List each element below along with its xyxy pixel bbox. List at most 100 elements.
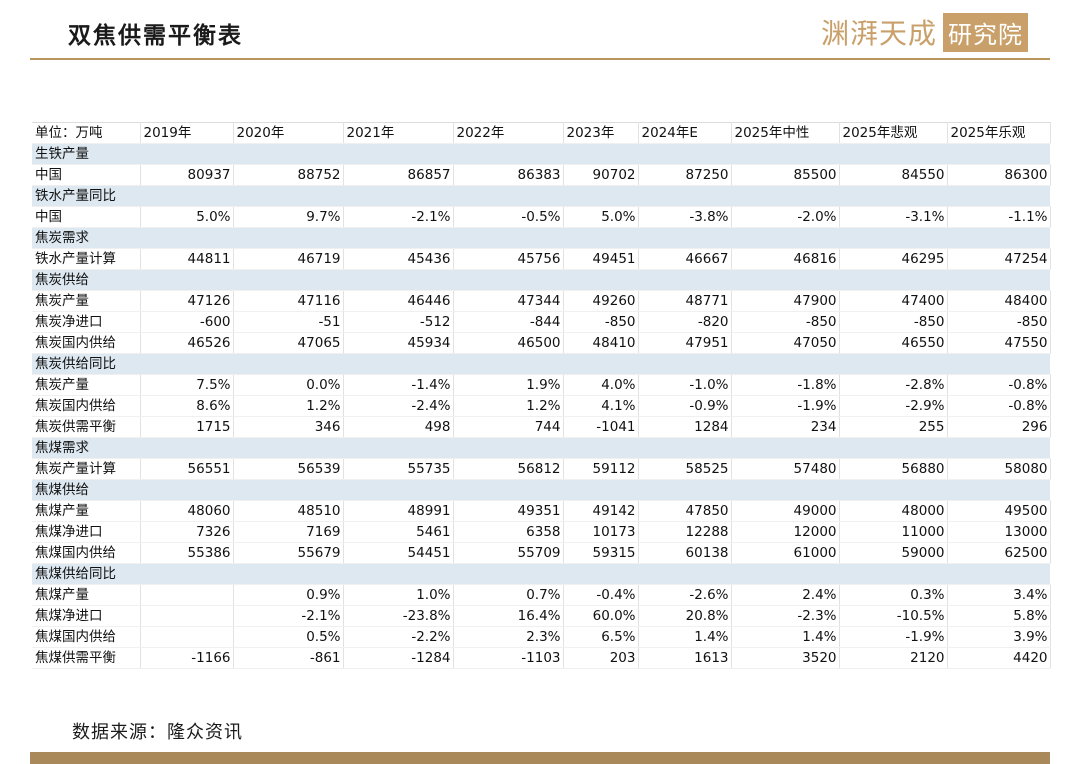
- row-label: 焦煤产量: [32, 500, 141, 522]
- section-title: 生铁产量: [32, 143, 1050, 165]
- table-row: 焦煤产量 48060 48510 48991 49351 49142 47850 49000 4…: [32, 500, 1051, 522]
- value-cell: 744: [453, 416, 564, 438]
- value-cell: 86300: [947, 164, 1051, 186]
- value-cell: 47126: [140, 290, 234, 312]
- row-label: 焦煤国内供给: [32, 626, 141, 648]
- value-cell: 46446: [343, 290, 454, 312]
- value-cell: 48410: [563, 332, 639, 354]
- section-row: 焦炭供给: [32, 269, 1050, 291]
- value-cell: -2.4%: [343, 395, 454, 417]
- value-cell: -1.8%: [731, 374, 840, 396]
- value-cell: 58080: [947, 458, 1051, 480]
- value-cell: 13000: [947, 521, 1051, 543]
- value-cell: -1041: [563, 416, 639, 438]
- value-cell: 49260: [563, 290, 639, 312]
- value-cell: 48000: [839, 500, 948, 522]
- table-row: 焦炭国内供给 8.6% 1.2% -2.4% 1.2% 4.1% -0.9% -1.9% -2.…: [32, 395, 1051, 417]
- value-cell: 5.0%: [140, 206, 234, 228]
- value-cell: 1715: [140, 416, 234, 438]
- value-cell: 3.9%: [947, 626, 1051, 648]
- section-row: 焦炭供给同比: [32, 353, 1050, 375]
- value-cell: 47900: [731, 290, 840, 312]
- value-cell: -51: [233, 311, 344, 333]
- value-cell: 10173: [563, 521, 639, 543]
- value-cell: -0.5%: [453, 206, 564, 228]
- table-row: 中国 5.0% 9.7% -2.1% -0.5% 5.0% -3.8% -2.0% -3.1% -…: [32, 206, 1051, 228]
- header-year-cell: 2021年: [343, 122, 454, 144]
- value-cell: 86857: [343, 164, 454, 186]
- section-title: 焦煤需求: [32, 437, 1050, 459]
- header-year-cell: 2019年: [140, 122, 234, 144]
- value-cell: 60138: [638, 542, 732, 564]
- value-cell: 45756: [453, 248, 564, 270]
- table-row: 焦炭产量 7.5% 0.0% -1.4% 1.9% 4.0% -1.0% -1.8% -2.8%…: [32, 374, 1051, 396]
- value-cell: 48510: [233, 500, 344, 522]
- value-cell: 88752: [233, 164, 344, 186]
- value-cell: -850: [839, 311, 948, 333]
- section-title: 焦煤供给同比: [32, 563, 1050, 585]
- row-label: 焦炭产量: [32, 290, 141, 312]
- value-cell: 56551: [140, 458, 234, 480]
- value-cell: 47951: [638, 332, 732, 354]
- value-cell: 54451: [343, 542, 454, 564]
- value-cell: 59112: [563, 458, 639, 480]
- value-cell: 9.7%: [233, 206, 344, 228]
- value-cell: 46295: [839, 248, 948, 270]
- header-divider: [30, 58, 1050, 60]
- row-label: 焦炭净进口: [32, 311, 141, 333]
- value-cell: 11000: [839, 521, 948, 543]
- table-row: 焦炭产量计算 56551 56539 55735 56812 59112 58525 5748…: [32, 458, 1051, 480]
- value-cell: 46719: [233, 248, 344, 270]
- value-cell: 60.0%: [563, 605, 639, 627]
- value-cell: 47050: [731, 332, 840, 354]
- table-row: 焦煤产量 0.9% 1.0% 0.7% -0.4% -2.6% 2.4% 0.3% 3.4%: [32, 584, 1051, 606]
- value-cell: 56880: [839, 458, 948, 480]
- value-cell: 1.9%: [453, 374, 564, 396]
- value-cell: 45436: [343, 248, 454, 270]
- value-cell: 20.8%: [638, 605, 732, 627]
- value-cell: 12000: [731, 521, 840, 543]
- value-cell: 498: [343, 416, 454, 438]
- value-cell: -1166: [140, 647, 234, 669]
- table-row: 焦煤净进口 7326 7169 5461 6358 10173 12288 12000 1100…: [32, 521, 1051, 543]
- value-cell: 8.6%: [140, 395, 234, 417]
- value-cell: 47344: [453, 290, 564, 312]
- supply-demand-table: 单位：万吨 2019年 2020年 2021年 2022年 2023年 2024年E 2025…: [32, 122, 1051, 669]
- value-cell: 7169: [233, 521, 344, 543]
- section-title: 焦炭供给同比: [32, 353, 1050, 375]
- value-cell: 49142: [563, 500, 639, 522]
- header-year-cell: 2020年: [233, 122, 344, 144]
- value-cell: 3520: [731, 647, 840, 669]
- section-row: 焦煤需求: [32, 437, 1050, 459]
- row-label: 焦煤净进口: [32, 605, 141, 627]
- footer-bar: [30, 752, 1050, 764]
- value-cell: 2.4%: [731, 584, 840, 606]
- value-cell: 46526: [140, 332, 234, 354]
- value-cell: 0.5%: [233, 626, 344, 648]
- value-cell: -2.9%: [839, 395, 948, 417]
- value-cell: 56539: [233, 458, 344, 480]
- value-cell: 57480: [731, 458, 840, 480]
- section-row: 焦煤供给同比: [32, 563, 1050, 585]
- value-cell: 48771: [638, 290, 732, 312]
- value-cell: 49500: [947, 500, 1051, 522]
- table-row: 焦煤净进口 -2.1% -23.8% 16.4% 60.0% 20.8% -2.3% -10.…: [32, 605, 1051, 627]
- value-cell: 234: [731, 416, 840, 438]
- section-row: 焦煤供给: [32, 479, 1050, 501]
- table-row: 焦炭供需平衡 1715 346 498 744 -1041 1284 234 255 296: [32, 416, 1051, 438]
- row-label: 中国: [32, 164, 141, 186]
- value-cell: -0.4%: [563, 584, 639, 606]
- value-cell: 296: [947, 416, 1051, 438]
- value-cell: -1.4%: [343, 374, 454, 396]
- section-row: 铁水产量同比: [32, 185, 1050, 207]
- table-row: 焦煤国内供给 0.5% -2.2% 2.3% 6.5% 1.4% 1.4% -1.9% 3.9%: [32, 626, 1051, 648]
- value-cell: 85500: [731, 164, 840, 186]
- value-cell: 2.3%: [453, 626, 564, 648]
- table-body: 单位：万吨 2019年 2020年 2021年 2022年 2023年 2024年E 2025…: [32, 122, 1051, 669]
- value-cell: -0.8%: [947, 374, 1051, 396]
- header-year-cell: 2025年乐观: [947, 122, 1051, 144]
- logo-box: 研究院: [943, 12, 1028, 52]
- table-header-row: 单位：万吨 2019年 2020年 2021年 2022年 2023年 2024年E 2025…: [32, 122, 1051, 144]
- value-cell: 59000: [839, 542, 948, 564]
- row-label: 焦煤净进口: [32, 521, 141, 543]
